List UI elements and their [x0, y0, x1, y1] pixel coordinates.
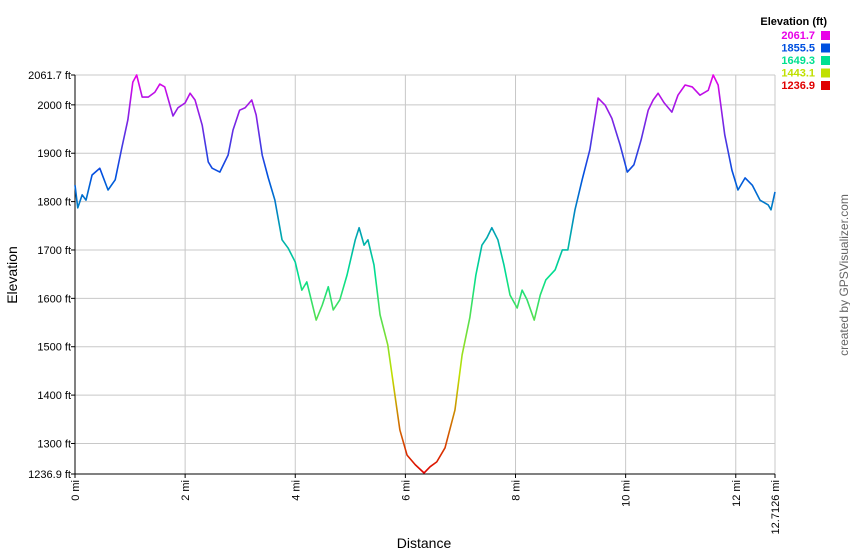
legend-label: 1443.1: [781, 68, 815, 80]
y-tick-label: 1600 ft: [37, 293, 71, 305]
x-tick-label: 10 mi: [621, 480, 633, 507]
x-tick-label: 0 mi: [70, 480, 82, 501]
y-tick-label: 1500 ft: [37, 342, 71, 354]
y-tick-label: 2061.7 ft: [28, 70, 71, 82]
legend-label: 1236.9: [781, 80, 815, 92]
x-tick-label: 4 mi: [290, 480, 302, 501]
x-tick-label: 2 mi: [180, 480, 192, 501]
x-tick-label: 8 mi: [511, 480, 523, 501]
legend-label: 1649.3: [781, 55, 815, 67]
legend-swatch: [821, 31, 830, 40]
y-tick-label: 1400 ft: [37, 390, 71, 402]
y-tick-label: 1800 ft: [37, 197, 71, 209]
y-tick-label: 2000 ft: [37, 100, 71, 112]
x-tick-label: 12.7126 mi: [770, 480, 782, 534]
y-tick-label: 1236.9 ft: [28, 469, 71, 481]
y-tick-label: 1900 ft: [37, 148, 71, 160]
legend-swatch: [821, 43, 830, 53]
elevation-line: [74, 74, 776, 474]
x-axis-title: Distance: [397, 535, 452, 550]
credit: created by GPSVisualizer.com: [837, 194, 850, 356]
legend-swatch: [821, 81, 830, 90]
legend-title: Elevation (ft): [760, 16, 827, 28]
legend-swatch: [821, 68, 830, 78]
y-axis-title: Elevation: [4, 246, 20, 304]
legend-swatch: [821, 56, 830, 65]
legend-label: 2061.7: [781, 30, 815, 42]
y-tick-label: 1300 ft: [37, 438, 71, 450]
x-tick-label: 12 mi: [731, 480, 743, 507]
y-tick-label: 1700 ft: [37, 245, 71, 257]
legend-label: 1855.5: [781, 43, 815, 55]
x-tick-label: 6 mi: [400, 480, 412, 501]
